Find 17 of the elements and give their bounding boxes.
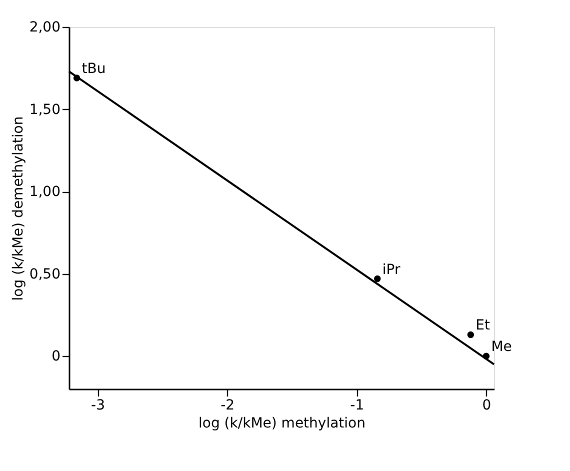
annotation: Et [476,318,491,334]
x-axis-title: log (k/kMe) methylation [198,416,366,432]
annotation: tBu [82,61,106,78]
x-tick-label: -3 [91,398,105,414]
y-tick-label: 1,00 [29,184,60,200]
annotation: Me [491,339,512,356]
x-tick-label: 0 [482,398,492,414]
y-axis-title: log (k/kMe) demethylation [10,116,26,301]
point [374,275,381,282]
y-tick-label: 0,50 [29,266,60,282]
y-tick-label: 1,50 [29,102,60,118]
y-tick-label: 2,00 [29,20,60,36]
annotation: iPr [382,262,400,278]
point [467,331,474,338]
x-tick-label: -1 [350,398,364,414]
x-tick-label: -2 [220,398,235,414]
y-tick-label: 0 [52,348,60,365]
